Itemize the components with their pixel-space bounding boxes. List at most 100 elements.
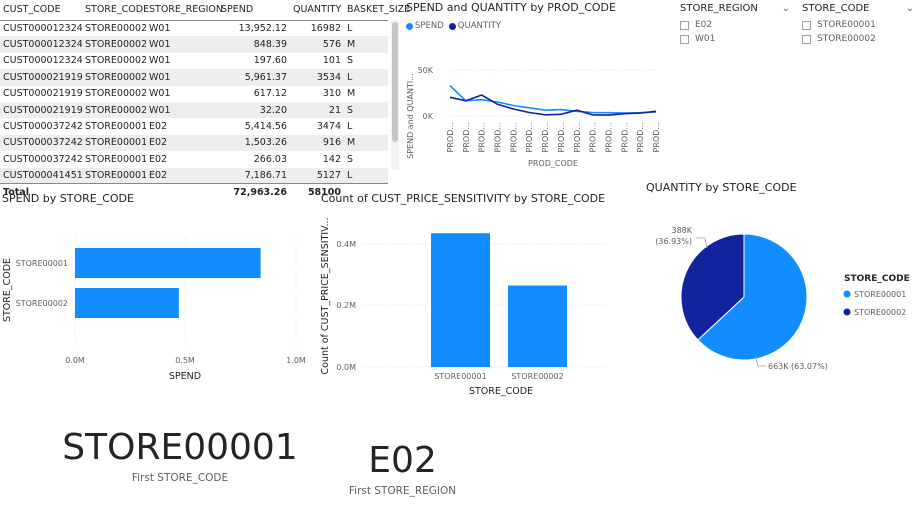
- pie-legend-label-store00002[interactable]: STORE00002: [854, 308, 906, 317]
- legend-dot-spend: [406, 22, 413, 30]
- column-store00001[interactable]: [431, 233, 490, 367]
- bar-chart[interactable]: STORE_CODE STORE00001 STORE00002 0.0M 0.5…: [0, 206, 310, 386]
- table-cell: STORE00002: [85, 88, 146, 100]
- table-cell: W01: [149, 55, 171, 67]
- table-cell: CUST0000414514: [0, 167, 82, 184]
- col-y-tick-0.2m: 0.2M: [336, 301, 356, 310]
- card-first-store-code[interactable]: STORE00001 First STORE_CODE: [40, 424, 320, 484]
- table-cell: W01: [149, 22, 171, 34]
- table-row[interactable]: CUST0000123240 STORE00002 W01 197.60 101 S: [0, 53, 388, 69]
- slicer-option-label: E02: [695, 20, 713, 30]
- table-cell: W01: [146, 69, 218, 86]
- column-chart-title: Count of CUST_PRICE_SENSITIVITY by STORE…: [321, 192, 606, 205]
- table-cell: CUST0000372422: [0, 134, 82, 152]
- card-label-store-code: First STORE_CODE: [131, 472, 229, 484]
- table-cell: 32.20: [218, 101, 290, 119]
- table-cell: W01: [146, 36, 218, 53]
- table-cell: 13,952.12: [238, 22, 287, 34]
- line-series-spend[interactable]: [449, 85, 657, 114]
- legend-label-quantity[interactable]: QUANTITY: [457, 21, 501, 31]
- line-x-tick-label: PROD...: [478, 122, 487, 152]
- table-row[interactable]: CUST0000372422 STORE00001 E02 1,503.26 916 M: [0, 134, 388, 152]
- table-row[interactable]: CUST0000123240 STORE00002 W01 13,952.12 1698…: [0, 20, 388, 36]
- column-header-basket-size[interactable]: BASKET_SIZE: [344, 0, 410, 21]
- table-row[interactable]: CUST0000123240 STORE00002 W01 848.39 576 M: [0, 36, 388, 53]
- pie-legend-title: STORE_CODE: [844, 274, 910, 284]
- table-cell: STORE00002: [85, 55, 146, 67]
- chevron-down-icon[interactable]: ⌄: [905, 3, 914, 14]
- pie-legend-dot-store00001: [843, 290, 851, 298]
- slicer-option-e02[interactable]: E02: [680, 18, 790, 32]
- card-value-store-code: STORE00001: [62, 427, 298, 468]
- table-cell: 3534: [290, 69, 344, 86]
- table-scrollbar[interactable]: [391, 20, 399, 170]
- slicer-option-store00001[interactable]: STORE00001: [802, 18, 914, 32]
- column-chart-x-axis-title: STORE_CODE: [469, 386, 533, 397]
- line-chart-legend[interactable]: SPEND QUANTITY: [406, 21, 501, 31]
- data-table-visual[interactable]: CUST_CODE STORE_CODE STORE_REGION SPEND …: [0, 0, 410, 201]
- table-row[interactable]: CUST0000372422 STORE00001 E02 5,414.56 3474 L: [0, 118, 388, 134]
- slicer-option-label: STORE00002: [817, 34, 876, 44]
- line-x-tick-label: PROD...: [509, 122, 518, 152]
- bar-x-tick-1: 0.5M: [175, 356, 195, 365]
- column-header-spend[interactable]: SPEND: [218, 0, 290, 21]
- table-cell: E02: [146, 134, 218, 152]
- column-category-label: STORE00001: [434, 372, 486, 381]
- table-scroll-thumb[interactable]: [392, 22, 398, 142]
- pie-chart[interactable]: 388K (36.93%) 663K (63.07%) STORE_CODE S…: [640, 195, 918, 385]
- table-row[interactable]: CUST0000219191 STORE00002 W01 32.20 21 S: [0, 101, 388, 119]
- table-row[interactable]: CUST0000372422 STORE00001 E02 266.03 142 S: [0, 151, 388, 167]
- store-region-slicer-title: STORE_REGION: [680, 3, 758, 14]
- line-chart-title: SPEND and QUANTITY by PROD_CODE: [406, 1, 616, 14]
- slicer-option-w01[interactable]: W01: [680, 32, 790, 46]
- line-x-tick-label: PROD...: [636, 122, 645, 152]
- table-cell: CUST0000219191: [0, 101, 82, 119]
- pie-slice-store00001[interactable]: [697, 233, 808, 361]
- checkbox-e02[interactable]: [680, 20, 689, 30]
- table-cell: 5127: [290, 167, 344, 184]
- store-code-slicer[interactable]: STORE_CODE ⌄ STORE00001 STORE00002: [802, 3, 914, 46]
- pie-legend-label-store00001[interactable]: STORE00001: [854, 290, 906, 299]
- store-region-slicer[interactable]: STORE_REGION ⌄ E02 W01: [680, 3, 790, 46]
- bar-x-tick-2: 1.0M: [286, 356, 306, 365]
- column-header-quantity[interactable]: QUANTITY: [290, 0, 344, 21]
- checkbox-store00001[interactable]: [802, 20, 811, 30]
- card-first-store-region[interactable]: E02 First STORE_REGION: [330, 437, 475, 497]
- table-cell: 101: [322, 55, 341, 67]
- bar-store00001[interactable]: [75, 248, 261, 278]
- pie-data-label-store00002-pct: (36.93%): [655, 237, 692, 246]
- column-chart-y-axis-title: Count of CUST_PRICE_SENSITIV...: [320, 217, 331, 374]
- total-quantity: 58100: [290, 183, 344, 201]
- line-x-tick-label: PROD...: [604, 122, 613, 152]
- table-row[interactable]: CUST0000219191 STORE00002 W01 617.12 310 M: [0, 86, 388, 102]
- legend-label-spend[interactable]: SPEND: [415, 21, 444, 31]
- table-cell: STORE00001: [85, 121, 146, 133]
- pie-slice-store00002[interactable]: [680, 233, 745, 341]
- table-cell: 916: [290, 134, 344, 152]
- bar-category-label: STORE00001: [16, 259, 68, 268]
- column-store00002[interactable]: [508, 285, 567, 367]
- slicer-option-store00002[interactable]: STORE00002: [802, 32, 914, 46]
- column-header-store-region[interactable]: STORE_REGION: [146, 0, 223, 21]
- line-chart[interactable]: SPEND and QUANTI... 50K 0K PROD... PROD..…: [400, 32, 670, 177]
- column-chart[interactable]: Count of CUST_PRICE_SENSITIV... 0.4M 0.2…: [316, 206, 616, 398]
- table-cell: CUST0000219191: [0, 69, 82, 86]
- table-cell: S: [347, 153, 354, 165]
- table-row[interactable]: CUST0000219191 STORE00002 W01 5,961.37 3534 L: [0, 69, 388, 86]
- line-y-tick-0k: 0K: [423, 112, 434, 121]
- total-spend: 72,963.26: [218, 183, 290, 201]
- chevron-down-icon[interactable]: ⌄: [781, 3, 790, 14]
- table-cell: CUST0000123240: [0, 36, 82, 53]
- line-x-tick-label: PROD...: [525, 122, 534, 152]
- table-row[interactable]: CUST0000414514 STORE00001 E02 7,186.71 5127 L: [0, 167, 388, 184]
- column-header-store-code[interactable]: STORE_CODE: [82, 0, 149, 21]
- checkbox-w01[interactable]: [680, 34, 689, 44]
- checkbox-store00002[interactable]: [802, 34, 811, 44]
- table-cell: 848.39: [218, 36, 290, 53]
- column-header-cust-code[interactable]: CUST_CODE: [0, 0, 82, 21]
- line-series-quantity[interactable]: [449, 94, 657, 116]
- data-table[interactable]: CUST_CODE STORE_CODE STORE_REGION SPEND …: [0, 0, 410, 201]
- bar-store00002[interactable]: [75, 288, 179, 318]
- table-cell: 197.60: [253, 55, 287, 67]
- table-cell: 7,186.71: [218, 167, 290, 184]
